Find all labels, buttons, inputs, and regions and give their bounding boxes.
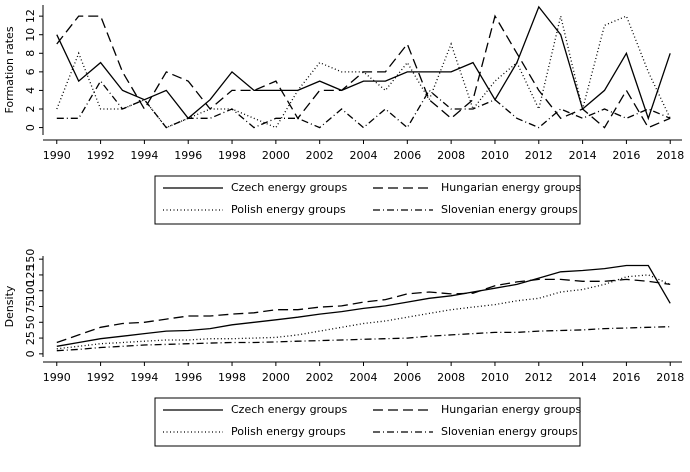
x-tick-label: 1996 — [174, 371, 202, 384]
x-tick-label: 2016 — [612, 371, 640, 384]
legend-label: Hungarian energy groups — [441, 181, 581, 194]
y-tick-label: 4 — [24, 87, 37, 94]
series-line — [56, 326, 671, 352]
series-line — [56, 79, 671, 129]
legend-label: Slovenian energy groups — [441, 425, 578, 438]
x-tick-label: 2018 — [656, 371, 684, 384]
y-axis-title: Formation rates — [3, 26, 16, 113]
x-tick-label: 2004 — [350, 371, 378, 384]
x-tick-label: 1992 — [87, 149, 115, 162]
x-tick-label: 2012 — [525, 371, 553, 384]
legend-label: Hungarian energy groups — [441, 403, 581, 416]
y-tick-label: 2 — [24, 106, 37, 113]
legend-box — [154, 175, 581, 225]
x-tick-label: 2008 — [437, 149, 465, 162]
x-tick-label: 1990 — [43, 149, 71, 162]
x-tick-label: 2004 — [350, 149, 378, 162]
x-tick-label: 1994 — [130, 371, 158, 384]
x-tick-label: 2010 — [481, 149, 509, 162]
x-tick-label: 1998 — [218, 371, 246, 384]
x-tick-label: 2006 — [393, 149, 421, 162]
legend-box — [154, 397, 581, 447]
series-line — [56, 5, 671, 121]
y-tick-label: 25 — [24, 331, 37, 345]
x-tick-label: 1990 — [43, 371, 71, 384]
series-line — [56, 274, 671, 350]
y-tick-label: 125 — [24, 264, 37, 285]
x-tick-label: 2014 — [569, 371, 597, 384]
x-tick-label: 2000 — [262, 371, 290, 384]
series-line — [56, 264, 671, 347]
y-tick-label: 12 — [24, 9, 37, 23]
legend-label: Slovenian energy groups — [441, 203, 578, 216]
x-tick-label: 2000 — [262, 149, 290, 162]
y-tick-label: 100 — [24, 280, 37, 301]
y-tick-label: 0 — [24, 350, 37, 357]
x-tick-label: 1998 — [218, 149, 246, 162]
y-tick-label: 50 — [24, 315, 37, 329]
y-tick-label: 8 — [24, 50, 37, 57]
y-tick-label: 150 — [24, 249, 37, 270]
y-tick-label: 6 — [24, 68, 37, 75]
x-tick-label: 2012 — [525, 149, 553, 162]
x-tick-label: 2014 — [569, 149, 597, 162]
y-axis-title: Density — [3, 285, 16, 327]
legend-label: Czech energy groups — [231, 403, 348, 416]
x-tick-label: 2018 — [656, 149, 684, 162]
y-tick-label: 0 — [24, 124, 37, 131]
y-tick-label: 75 — [24, 300, 37, 314]
legend-label: Czech energy groups — [231, 181, 348, 194]
x-tick-label: 2002 — [306, 149, 334, 162]
y-tick-label: 10 — [24, 28, 37, 42]
series-line — [56, 14, 671, 129]
x-tick-label: 2006 — [393, 371, 421, 384]
x-tick-label: 1996 — [174, 149, 202, 162]
x-tick-label: 2008 — [437, 371, 465, 384]
series-line — [56, 278, 671, 344]
series-line — [56, 15, 671, 129]
x-tick-label: 1994 — [130, 149, 158, 162]
x-tick-label: 2016 — [612, 149, 640, 162]
x-tick-label: 1992 — [87, 371, 115, 384]
x-tick-label: 2002 — [306, 371, 334, 384]
legend-label: Polish energy groups — [231, 425, 346, 438]
x-tick-label: 2010 — [481, 371, 509, 384]
legend-label: Polish energy groups — [231, 203, 346, 216]
